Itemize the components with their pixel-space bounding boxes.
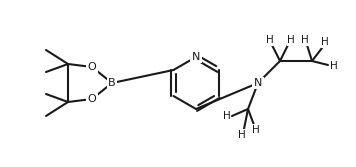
- Text: H: H: [321, 37, 329, 47]
- Text: H: H: [301, 35, 309, 45]
- Text: H: H: [287, 35, 295, 45]
- Text: B: B: [108, 78, 116, 88]
- Text: N: N: [254, 78, 262, 88]
- Text: N: N: [192, 52, 200, 62]
- Text: H: H: [252, 125, 260, 135]
- Text: H: H: [238, 130, 246, 140]
- Text: O: O: [88, 94, 96, 104]
- Text: H: H: [330, 61, 338, 71]
- Text: O: O: [88, 62, 96, 72]
- Text: H: H: [223, 111, 231, 121]
- Text: H: H: [266, 35, 274, 45]
